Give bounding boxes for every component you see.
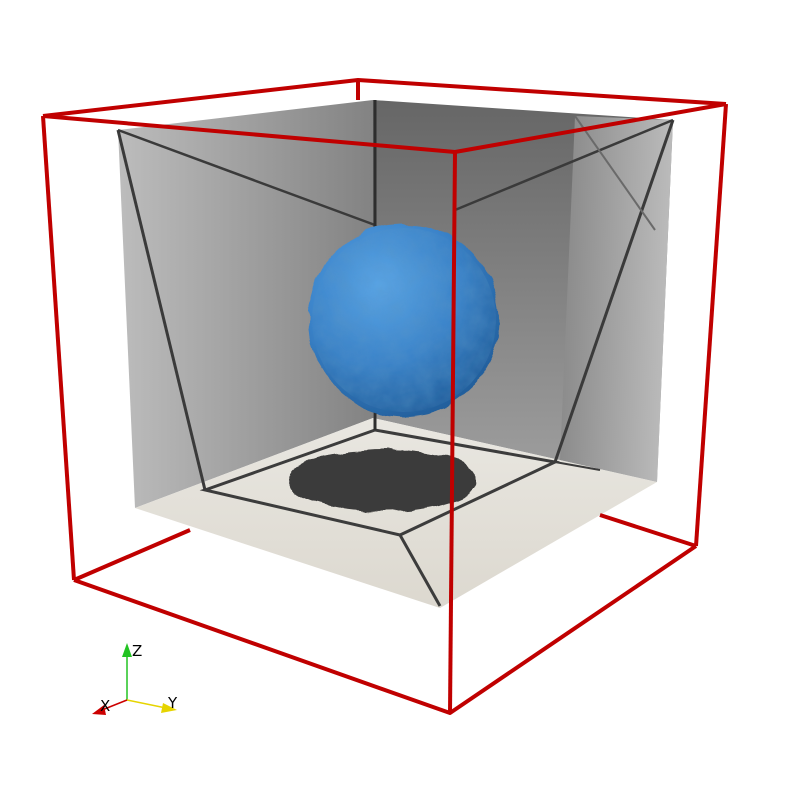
box-edge: [398, 534, 442, 607]
orientation-axes[interactable]: Z Y X: [92, 642, 178, 715]
sphere-object[interactable]: [308, 224, 500, 416]
z-axis-arrow-icon: [122, 643, 132, 657]
x-axis-label: X: [100, 697, 110, 715]
z-axis-label: Z: [132, 642, 142, 660]
x-axis-arrow-icon: [92, 705, 106, 715]
box-floor: [135, 418, 657, 608]
box-edge: [116, 129, 207, 491]
box-edge: [553, 119, 675, 463]
box-edge: [117, 128, 376, 227]
box-right-wall: [560, 116, 673, 482]
inner-box: [116, 100, 675, 608]
outline-box: [41, 78, 728, 715]
box-edge: [574, 115, 656, 231]
sphere-shadow: [288, 449, 478, 511]
y-axis-line: [126, 699, 167, 709]
box-edge: [454, 118, 674, 212]
y-axis-label: Y: [167, 694, 178, 712]
box-edge: [554, 461, 601, 471]
y-axis-arrow-icon: [161, 703, 177, 713]
x-axis-line: [101, 699, 128, 711]
